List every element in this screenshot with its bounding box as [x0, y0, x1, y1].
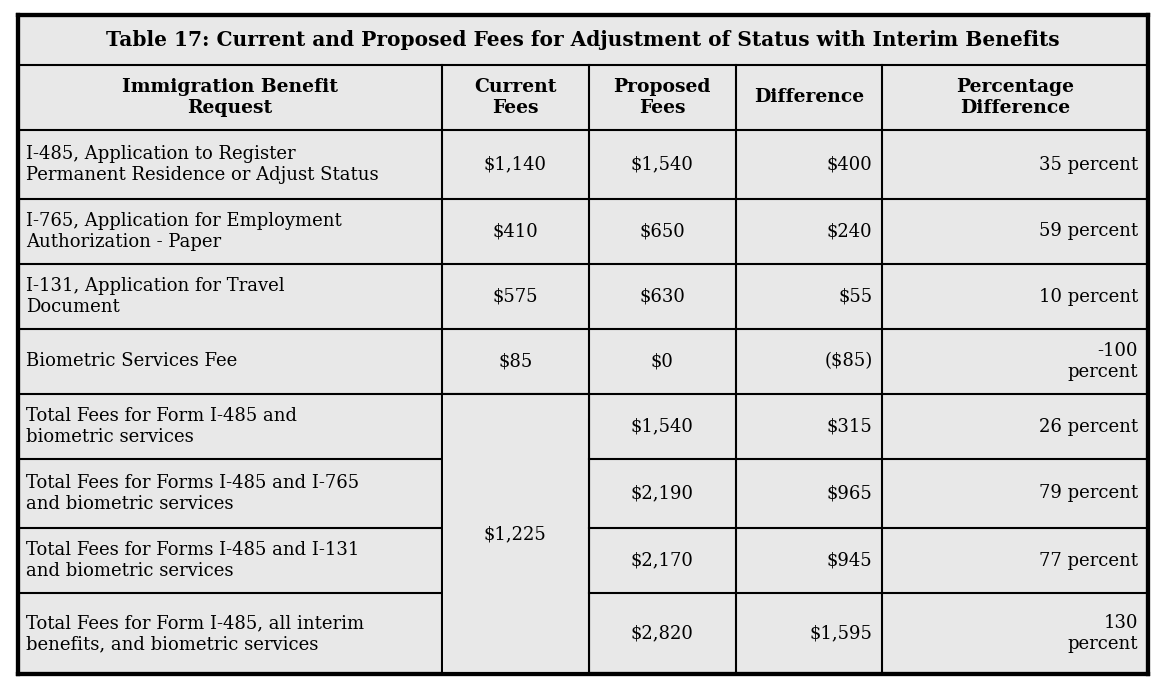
Text: 79 percent: 79 percent — [1039, 484, 1138, 502]
Text: Table 17: Current and Proposed Fees for Adjustment of Status with Interim Benefi: Table 17: Current and Proposed Fees for … — [106, 30, 1060, 50]
Text: $0: $0 — [651, 353, 674, 371]
Text: $85: $85 — [498, 353, 533, 371]
Bar — [17, 199, 1149, 264]
Text: $1,595: $1,595 — [809, 624, 872, 643]
Text: 26 percent: 26 percent — [1039, 418, 1138, 435]
Text: $630: $630 — [639, 287, 686, 305]
Text: Biometric Services Fee: Biometric Services Fee — [26, 353, 237, 371]
Text: $55: $55 — [838, 287, 872, 305]
Text: Total Fees for Forms I-485 and I-765
and biometric services: Total Fees for Forms I-485 and I-765 and… — [26, 474, 359, 513]
Text: $410: $410 — [492, 223, 538, 240]
Text: I-485, Application to Register
Permanent Residence or Adjust Status: I-485, Application to Register Permanent… — [26, 145, 379, 184]
Text: 77 percent: 77 percent — [1039, 551, 1138, 570]
Text: $1,140: $1,140 — [484, 156, 547, 174]
Bar — [17, 15, 1149, 65]
Text: 59 percent: 59 percent — [1039, 223, 1138, 240]
Text: Total Fees for Forms I-485 and I-131
and biometric services: Total Fees for Forms I-485 and I-131 and… — [26, 541, 359, 580]
Bar — [17, 130, 1149, 199]
Bar — [17, 65, 1149, 130]
Text: $575: $575 — [492, 287, 538, 305]
Bar — [17, 329, 1149, 394]
Text: $240: $240 — [827, 223, 872, 240]
Text: Total Fees for Form I-485, all interim
benefits, and biometric services: Total Fees for Form I-485, all interim b… — [26, 614, 364, 653]
Text: Percentage
Difference: Percentage Difference — [956, 78, 1074, 117]
Text: $650: $650 — [639, 223, 684, 240]
Text: $1,540: $1,540 — [631, 418, 694, 435]
Bar — [443, 395, 588, 673]
Bar — [17, 459, 1149, 528]
Text: $945: $945 — [827, 551, 872, 570]
Text: 130
percent: 130 percent — [1068, 614, 1138, 653]
Text: $965: $965 — [827, 484, 872, 502]
Text: $2,190: $2,190 — [631, 484, 694, 502]
Text: -100
percent: -100 percent — [1068, 342, 1138, 381]
Text: $400: $400 — [827, 156, 872, 174]
Bar — [17, 264, 1149, 329]
Text: $1,225: $1,225 — [484, 525, 547, 543]
Text: Current
Fees: Current Fees — [473, 78, 556, 117]
Text: I-131, Application for Travel
Document: I-131, Application for Travel Document — [26, 277, 285, 316]
Text: 10 percent: 10 percent — [1039, 287, 1138, 305]
Text: 35 percent: 35 percent — [1039, 156, 1138, 174]
Text: $315: $315 — [827, 418, 872, 435]
Text: Proposed
Fees: Proposed Fees — [613, 78, 711, 117]
Text: Total Fees for Form I-485 and
biometric services: Total Fees for Form I-485 and biometric … — [26, 407, 297, 446]
Text: $2,820: $2,820 — [631, 624, 694, 643]
Bar — [17, 394, 1149, 459]
Bar — [17, 528, 1149, 593]
Text: Immigration Benefit
Request: Immigration Benefit Request — [122, 78, 338, 117]
Text: I-765, Application for Employment
Authorization - Paper: I-765, Application for Employment Author… — [26, 212, 342, 251]
Text: Difference: Difference — [754, 88, 864, 107]
Bar — [17, 593, 1149, 674]
Text: $2,170: $2,170 — [631, 551, 694, 570]
Text: $1,540: $1,540 — [631, 156, 694, 174]
Text: ($85): ($85) — [824, 353, 872, 371]
